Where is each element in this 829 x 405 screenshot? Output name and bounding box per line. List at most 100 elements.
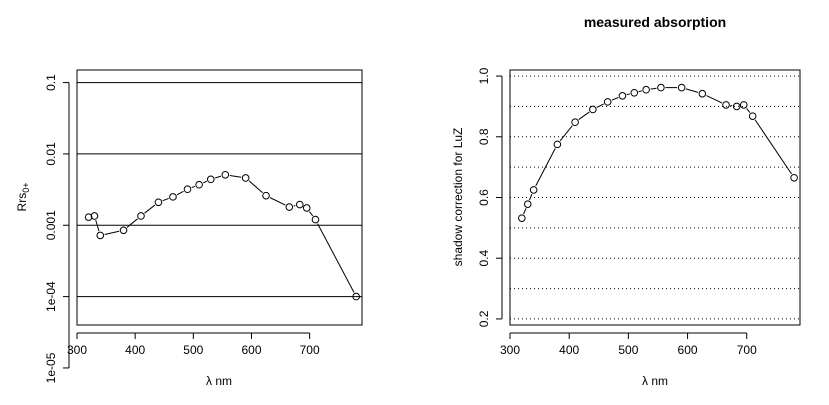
rrs-point [241,174,250,182]
rrs-segment [269,197,286,206]
rrs-point [302,204,311,212]
rrs-segment [317,223,355,293]
shadow-correction-y-axis-title: shadow correction for LuZ [451,128,465,267]
shadow-correction-segment [754,119,792,175]
shadow-correction-chart: measured absorption 300 400 500 600 700 0.2 0… [451,14,801,388]
rrs-x-tick-label: 400 [125,343,145,357]
rrs-segment [162,197,169,202]
rrs-segment [214,175,222,179]
rrs-segment [104,230,120,235]
rrs-x-axis: 300 400 500 600 700 [67,332,320,357]
rrs-x-tick-label: 700 [300,343,320,357]
shadow-correction-point [698,89,707,98]
shadow-correction-point [739,101,748,109]
shadow-correction-segment [746,108,751,113]
shadow-correction-y-axis: 0.2 0.4 0.6 0.8 1.0 [477,67,503,327]
rrs-point [262,191,270,200]
rrs-plot-frame [76,69,363,326]
rrs-segment [176,190,184,196]
rrs-point [137,212,145,220]
shadow-correction-point [722,101,730,109]
rrs-y-axis-title: Rrs0+ [15,183,31,212]
shadow-correction-x-tick-label: 400 [559,343,579,357]
rrs-gridlines [77,82,362,298]
shadow-correction-point [518,214,526,222]
shadow-correction-point [642,85,650,94]
shadow-correction-point [618,92,627,100]
rrs-y-tick-label: 0.1 [44,74,58,91]
rrs-point [96,231,105,240]
shadow-correction-points [518,83,798,222]
shadow-correction-point [732,102,741,111]
shadow-correction-segment [523,208,527,215]
rrs-segment [309,211,314,217]
rrs-segment [95,220,100,232]
rrs-point [221,170,230,179]
shadow-correction-x-axis: 300 400 500 600 700 [500,332,757,357]
shadow-correction-segment [596,103,604,108]
rrs-segment [229,174,242,178]
rrs-x-axis-title: λ nm [206,374,232,388]
shadow-correction-point [630,88,639,97]
shadow-correction-point [553,140,562,149]
shadow-correction-point [571,118,579,127]
shadow-correction-x-tick-label: 700 [737,343,757,357]
shadow-correction-y-tick-label: 0.4 [477,250,491,267]
rrs-segment [248,180,263,194]
shadow-correction-connecting-lines [523,87,792,215]
rrs-segment [191,185,196,189]
shadow-correction-point [603,98,612,106]
rrs-y-axis: 1e-05 1e-04 0.001 0.01 0.1 [44,74,70,383]
shadow-correction-y-tick-label: 0.6 [477,189,491,206]
shadow-correction-segment [535,148,556,187]
rrs-point [84,213,93,221]
rrs-point [311,215,320,224]
shadow-correction-x-axis-title: λ nm [642,374,668,388]
rrs-x-tick-label: 500 [183,343,203,357]
rrs-segment [144,204,156,214]
shadow-correction-segment [638,90,642,93]
rrs-point [119,226,128,235]
shadow-correction-segment [650,87,657,90]
shadow-correction-point [677,83,686,92]
rrs-y-tick-label: 0.01 [44,142,58,166]
shadow-correction-y-tick-label: 0.2 [477,310,491,327]
shadow-correction-segment [529,193,533,201]
rrs-point [206,175,215,184]
shadow-correction-segment [611,97,619,101]
rrs-point [195,180,203,189]
shadow-correction-point [529,186,538,194]
shadow-correction-x-tick-label: 300 [500,343,520,357]
rrs-y-axis-title-main: Rrs [15,193,29,212]
rrs-point [295,200,304,209]
rrs-y-tick-label: 0.001 [44,210,58,240]
rrs-y-tick-label: 1e-04 [44,281,58,312]
shadow-correction-point [523,200,532,208]
rrs-point [90,212,99,220]
shadow-correction-segment [706,95,723,104]
rrs-y-tick-label: 1e-05 [44,352,58,383]
shadow-correction-gridlines [510,75,800,320]
shadow-correction-point [657,83,665,92]
shadow-correction-segment [578,111,590,120]
rrs-point [154,198,163,207]
rrs-point [169,193,177,201]
shadow-correction-point [589,105,597,114]
rrs-point [285,203,294,211]
shadow-correction-y-tick-label: 1.0 [477,67,491,84]
shadow-correction-point [790,173,798,182]
rrs-point [183,185,192,194]
shadow-correction-x-tick-label: 600 [678,343,698,357]
rrs-points [84,170,360,301]
shadow-correction-x-tick-label: 500 [618,343,638,357]
rrs-segment [126,218,138,228]
rrs-y-axis-title-sub: 0+ [21,183,31,193]
shadow-correction-title: measured absorption [584,14,726,30]
rrs-point [352,292,360,301]
rrs-connecting-lines [95,174,355,293]
shadow-correction-point [748,112,757,120]
shadow-correction-segment [626,93,631,96]
rrs-chart: 300 400 500 600 700 1e-05 1e-04 0.001 0.01 0.1 λ… [15,69,363,388]
shadow-correction-segment [685,88,699,93]
